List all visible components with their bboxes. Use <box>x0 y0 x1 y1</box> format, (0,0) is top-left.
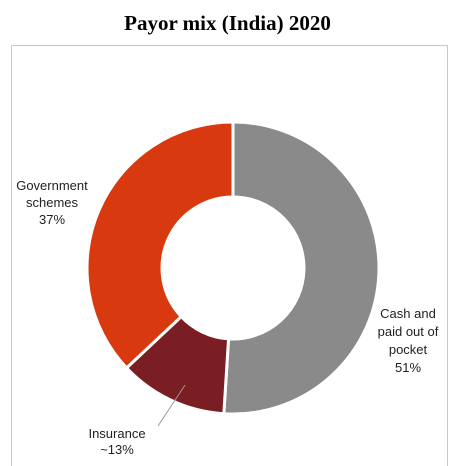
donut-slice-cash-and-paid-out-of-pocket <box>222 120 381 416</box>
leader-line <box>157 384 186 427</box>
chart-frame <box>11 45 448 466</box>
slice-label: Cash and paid out of pocket 51% <box>378 306 439 375</box>
slice-label: Insurance ~13% <box>88 426 145 457</box>
chart-title: Payor mix (India) 2020 <box>124 11 331 35</box>
donut-slice-government-schemes <box>85 120 235 371</box>
slice-label: Government schemes 37% <box>16 178 88 227</box>
